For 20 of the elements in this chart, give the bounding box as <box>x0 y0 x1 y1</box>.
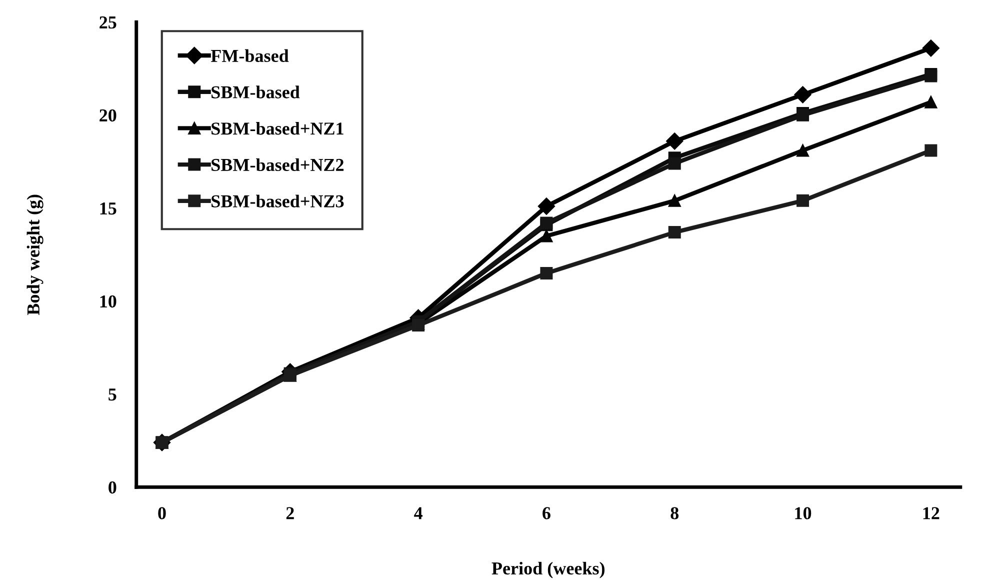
y-tick-label: 15 <box>100 202 116 215</box>
x-tick-label: 0 <box>158 507 166 520</box>
x-tick-label: 4 <box>414 507 422 520</box>
legend-label: FM-based <box>210 49 289 62</box>
y-tick-label: 10 <box>100 295 116 308</box>
y-tick-label: 5 <box>108 388 116 401</box>
legend-label: SBM-based+NZ1 <box>212 122 344 135</box>
x-tick-label: 12 <box>923 507 940 520</box>
y-tick-label: 20 <box>100 109 116 122</box>
x-tick-label: 2 <box>286 507 294 520</box>
x-tick-label: 8 <box>670 507 679 520</box>
x-tick-label: 6 <box>542 507 550 520</box>
legend-label: SBM-based <box>212 86 300 98</box>
legend-label: SBM-based+NZ3 <box>212 194 344 208</box>
x-tick-label: 10 <box>795 507 812 520</box>
y-axis-title: Body weight (g) <box>26 194 44 316</box>
y-tick-label: 0 <box>108 481 116 494</box>
legend-label: SBM-based+NZ2 <box>212 158 344 172</box>
y-tick-label: 25 <box>100 16 116 29</box>
x-axis-title: Period (weeks) <box>492 562 604 578</box>
